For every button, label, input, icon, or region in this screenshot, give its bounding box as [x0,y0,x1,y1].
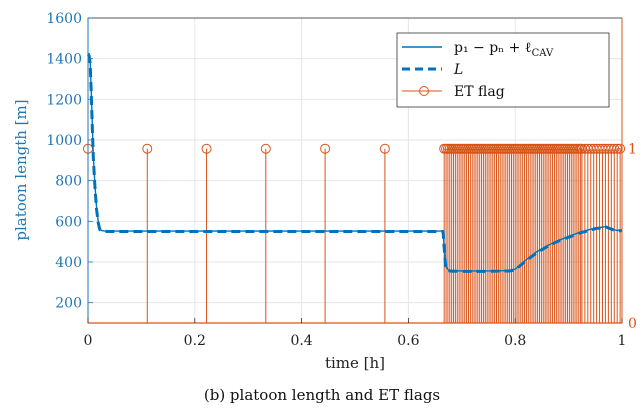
y-left-tick-label: 200 [55,296,82,312]
figure-caption: (b) platoon length and ET flags [203,386,441,404]
legend-marker-et [419,86,429,96]
y-left-tick-label: 1200 [46,92,82,108]
y-right-tick-label: 0 [628,316,637,332]
x-axis-label: time [h] [325,354,385,372]
y-left-tick-label: 400 [55,255,82,271]
y-left-tick-label: 1000 [46,133,82,149]
x-tick-label: 0.8 [504,333,526,349]
x-tick-label: 0.4 [290,333,312,349]
y-left-tick-label: 1400 [46,52,82,68]
y-left-tick-label: 800 [55,174,82,190]
et-flag-stem-marker [260,143,271,154]
y-left-tick-label: 1600 [46,11,82,27]
et-flag-stem-marker [142,143,153,154]
et-flag-stem-late-marker [615,143,626,154]
et-flag-stem-marker [201,143,212,154]
x-tick-label: 0.6 [397,333,419,349]
et-flag-stem-marker [379,143,390,154]
x-tick-label: 0.2 [184,333,206,349]
chart-figure: 0 0.2 0.4 0.6 0.8 120040060080010001200140016… [12,11,637,372]
legend-label-et: ET flag [454,84,505,100]
series-platoon-length [87,52,623,272]
legend-label-dashed: L [453,62,463,78]
y-left-tick-label: 600 [55,214,82,230]
legend-label-main: p₁ − pₙ + ℓCAV [454,40,554,59]
y-axis-label-left: platoon length [m] [12,99,30,240]
y-right-tick-label: 1 [628,142,637,158]
series-lines [86,52,623,273]
legend: p₁ − pₙ + ℓCAV L ET flag [396,32,610,108]
axis-ticks: 0 0.2 0.4 0.6 0.8 120040060080010001200140016… [46,11,637,349]
et-flag-stems [83,143,626,323]
x-tick-label: 1 [618,333,627,349]
et-flag-stem-marker [320,143,331,154]
x-tick-label: 0 [84,333,93,349]
